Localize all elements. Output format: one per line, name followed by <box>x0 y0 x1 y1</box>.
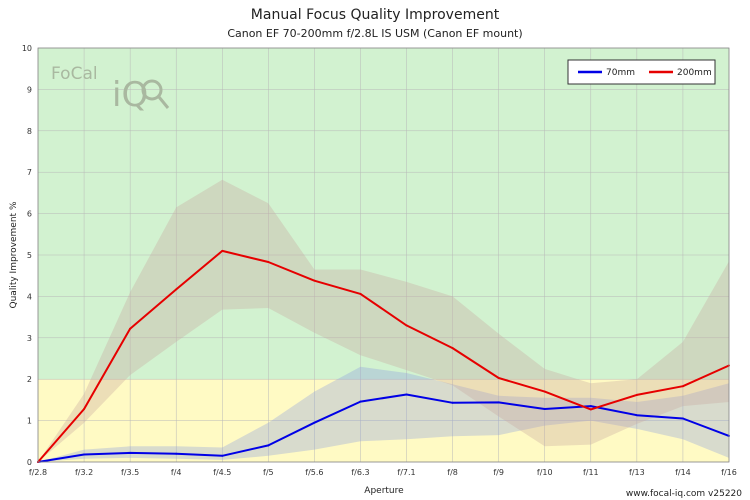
band-200mm <box>38 179 729 462</box>
point-200mm-f/5.6 <box>313 279 316 282</box>
x-tick-11: f/10 <box>537 468 553 477</box>
point-70mm-f/5 <box>267 444 270 447</box>
point-200mm-f/9 <box>497 376 500 379</box>
x-tick-labels: f/2.8 f/3.2 f/3.5 f/4 f/4.5 f/5 f/5.6 f/6.3 f/7.… <box>29 468 737 477</box>
y-tick-3: 3 <box>27 334 32 343</box>
confidence-bands <box>38 179 729 462</box>
x-tick-10: f/9 <box>493 468 504 477</box>
x-tick-5: f/5 <box>263 468 274 477</box>
point-70mm-f/13 <box>635 414 638 417</box>
point-200mm-f/6.3 <box>359 292 362 295</box>
footer-credit: www.focal-iq.com v25220 <box>625 489 742 499</box>
point-200mm-f/3.2 <box>83 408 86 411</box>
legend-label-200mm: 200mm <box>677 68 712 78</box>
point-70mm-f/3.2 <box>83 453 86 456</box>
band-70mm <box>38 366 729 462</box>
point-200mm-f/14 <box>681 385 684 388</box>
logo-text-top: FoCal <box>51 64 98 84</box>
point-200mm-f/13 <box>635 393 638 396</box>
x-tick-8: f/7.1 <box>397 468 415 477</box>
point-200mm-f/3.5 <box>129 327 132 330</box>
focal-iq-logo: FoCal iQ <box>51 64 170 115</box>
x-tick-1: f/3.2 <box>75 468 93 477</box>
x-tick-3: f/4 <box>171 468 182 477</box>
y-tick-9: 9 <box>27 85 32 94</box>
point-70mm-f/9 <box>497 401 500 404</box>
chart-subtitle: Canon EF 70-200mm f/2.8L IS USM (Canon E… <box>227 27 523 40</box>
plot-frame <box>37 47 730 463</box>
point-70mm-f/6.3 <box>359 400 362 403</box>
series-line-200mm <box>37 249 730 463</box>
y-tick-4: 4 <box>27 292 32 301</box>
x-tick-7: f/6.3 <box>351 468 369 477</box>
y-axis-label: Quality Improvement % <box>9 201 19 308</box>
y-tick-1: 1 <box>27 417 32 426</box>
point-70mm-f/11 <box>589 405 592 408</box>
magnifier-handle-icon <box>157 96 170 109</box>
point-70mm-f/7.1 <box>405 393 408 396</box>
y-tick-10: 10 <box>22 44 32 53</box>
logo-text-main: iQ <box>112 75 148 115</box>
point-70mm-f/4 <box>175 452 178 455</box>
x-tick-9: f/8 <box>447 468 458 477</box>
point-200mm-f/11 <box>589 408 592 411</box>
point-200mm-f/10 <box>543 390 546 393</box>
point-70mm-f/5.6 <box>313 421 316 424</box>
point-200mm-f/4.5 <box>221 249 224 252</box>
y-tick-2: 2 <box>27 375 32 384</box>
y-tick-labels: 0 1 2 3 4 5 6 7 8 9 10 <box>22 44 32 467</box>
point-70mm-f/3.5 <box>129 451 132 454</box>
point-200mm-f/5 <box>267 261 270 264</box>
x-tick-2: f/3.5 <box>121 468 139 477</box>
magnifier-icon <box>141 79 163 101</box>
point-200mm-f/7.1 <box>405 324 408 327</box>
series-line-70mm <box>37 393 730 463</box>
y-tick-5: 5 <box>27 251 32 260</box>
legend-label-70mm: 70mm <box>606 68 635 78</box>
point-70mm-f/14 <box>681 417 684 420</box>
x-tick-12: f/11 <box>583 468 599 477</box>
legend-box <box>567 59 716 85</box>
chart-title: Manual Focus Quality Improvement <box>250 7 500 23</box>
y-tick-8: 8 <box>27 127 32 136</box>
y-tick-6: 6 <box>27 210 32 219</box>
point-70mm-f/4.5 <box>221 454 224 457</box>
x-axis-label: Aperture <box>364 486 404 496</box>
y-tick-0: 0 <box>27 458 32 467</box>
point-70mm-f/10 <box>543 408 546 411</box>
x-tick-14: f/14 <box>675 468 691 477</box>
point-200mm-f/8 <box>451 347 454 350</box>
x-tick-15: f/16 <box>721 468 737 477</box>
x-tick-4: f/4.5 <box>213 468 231 477</box>
point-200mm-f/4 <box>175 288 178 291</box>
x-tick-6: f/5.6 <box>305 468 323 477</box>
legend: 70mm 200mm <box>567 59 716 85</box>
y-tick-7: 7 <box>27 168 32 177</box>
point-70mm-f/8 <box>451 401 454 404</box>
x-tick-0: f/2.8 <box>29 468 47 477</box>
x-tick-13: f/13 <box>629 468 645 477</box>
